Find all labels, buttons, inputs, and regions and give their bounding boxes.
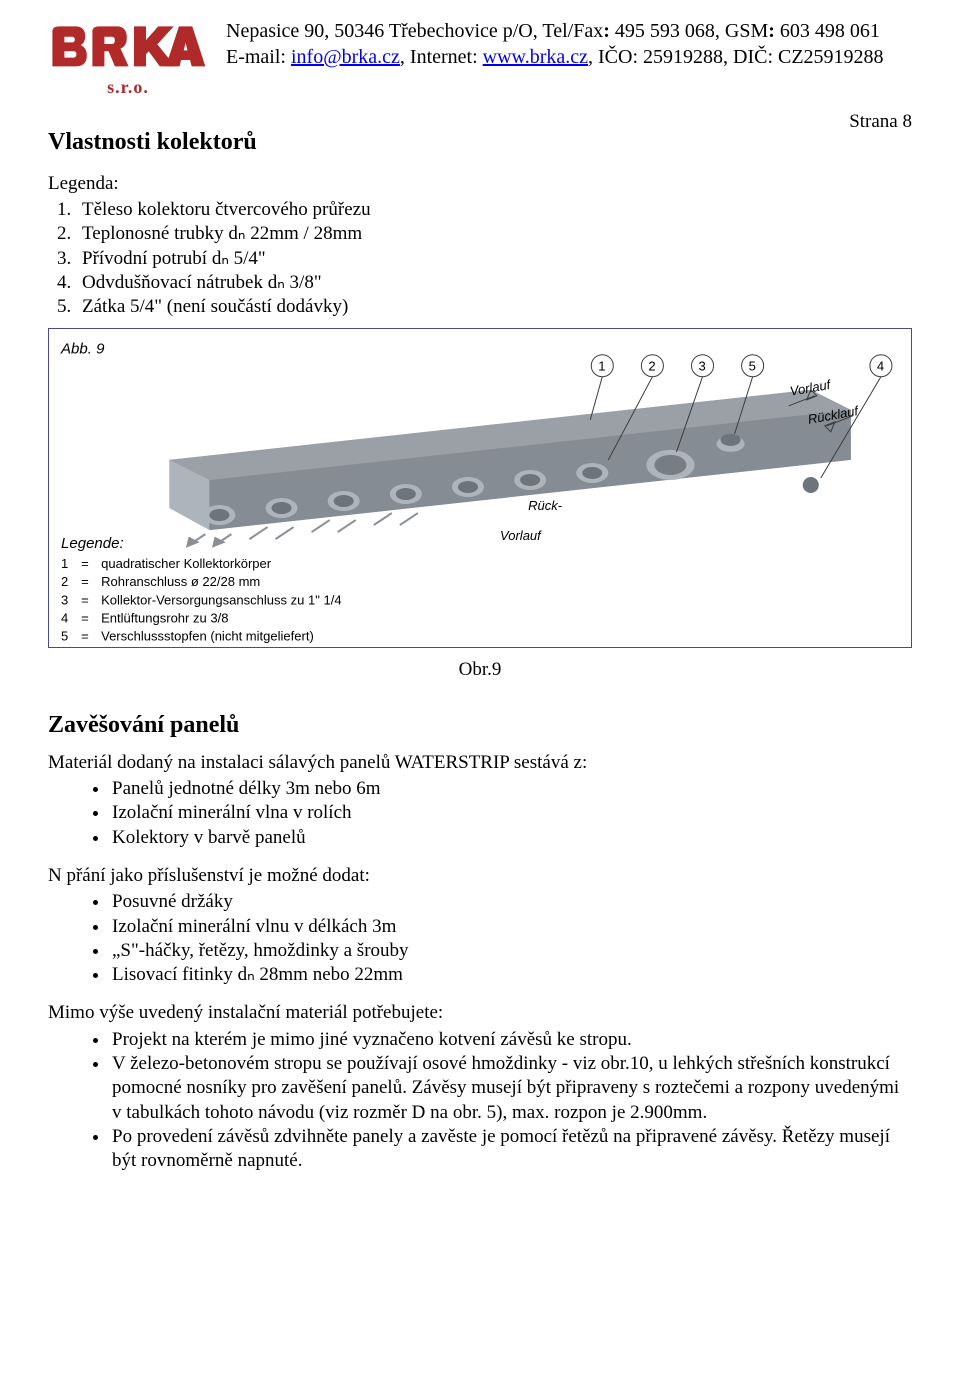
svg-text:=: = (81, 628, 89, 643)
svg-text:Entlüftungsrohr zu 3/8: Entlüftungsrohr zu 3/8 (101, 610, 228, 625)
list-item: Posuvné držáky (110, 890, 912, 914)
svg-text:4: 4 (877, 358, 884, 373)
page: s.r.o. Nepasice 90, 50346 Třebechovice p… (0, 0, 960, 1386)
letterhead: s.r.o. Nepasice 90, 50346 Třebechovice p… (48, 18, 912, 99)
contact-block: Nepasice 90, 50346 Třebechovice p/O, Tel… (226, 18, 884, 70)
logo: s.r.o. (48, 18, 208, 99)
contact-text: , Internet: (400, 46, 483, 68)
list-item: „S"-háčky, řetězy, hmoždinky a šrouby (110, 939, 912, 963)
contact-line-2: E-mail: info@brka.cz, Internet: www.brka… (226, 44, 884, 70)
list-item: Po provedení závěsů zdvihněte panely a z… (110, 1125, 912, 1174)
contact-text: 495 593 068, GSM (610, 20, 768, 42)
contact-line-1: Nepasice 90, 50346 Třebechovice p/O, Tel… (226, 18, 884, 44)
colon: : (768, 20, 775, 42)
need-intro: Mimo výše uvedený instalační materiál po… (48, 1001, 912, 1025)
svg-text:5: 5 (61, 628, 68, 643)
list-item: Projekt na kterém je mimo jiné vyznačeno… (110, 1028, 912, 1052)
logo-svg (48, 22, 208, 78)
legend-label: Legenda: (48, 172, 912, 196)
svg-text:Rück-: Rück- (528, 498, 563, 513)
svg-text:5: 5 (749, 358, 756, 373)
legend-item: Odvdušňovací nátrubek dₙ 3/8" (76, 271, 912, 295)
legend-item: Teplonosné trubky dₙ 22mm / 28mm (76, 222, 912, 246)
contact-text: 603 498 061 (775, 20, 880, 42)
contact-text: , IČO: 25919288, DIČ: CZ25919288 (588, 46, 884, 68)
optional-intro: N přání jako příslušenství je možné doda… (48, 864, 912, 888)
fig-legend-de: Legende: 1 = quadratischer Kollektorkörper… (61, 535, 342, 643)
materials-intro: Materiál dodaný na instalaci sálavých pa… (48, 751, 912, 775)
figure-caption: Obr.9 (48, 658, 912, 682)
list-item: Izolační minerální vlna v rolích (110, 801, 912, 825)
svg-text:Rohranschluss ø 22/28 mm: Rohranschluss ø 22/28 mm (101, 574, 260, 589)
list-item: Izolační minerální vlnu v délkách 3m (110, 915, 912, 939)
svg-text:3: 3 (61, 592, 68, 607)
contact-text: E-mail: (226, 46, 291, 68)
legend-item: Zátka 5/4" (není součástí dodávky) (76, 295, 912, 319)
list-item: Panelů jednotné délky 3m nebo 6m (110, 777, 912, 801)
materials-list: Panelů jednotné délky 3m nebo 6m Izolačn… (48, 777, 912, 850)
svg-text:1: 1 (598, 358, 605, 373)
svg-text:2: 2 (648, 358, 655, 373)
svg-text:Vorlauf: Vorlauf (500, 528, 542, 543)
optional-list: Posuvné držáky Izolační minerální vlnu v… (48, 890, 912, 987)
legend-item: Přívodní potrubí dₙ 5/4" (76, 247, 912, 271)
section-title-hanging: Zavěšování panelů (48, 710, 912, 741)
svg-text:=: = (81, 592, 89, 607)
svg-text:Verschlussstopfen (nicht mitge: Verschlussstopfen (nicht mitgeliefert) (101, 628, 314, 643)
page-number: Strana 8 (849, 110, 912, 134)
legend-item: Těleso kolektoru čtvercového průřezu (76, 198, 912, 222)
svg-text:3: 3 (699, 358, 706, 373)
section-title-properties: Vlastnosti kolektorů (48, 127, 912, 158)
svg-text:2: 2 (61, 574, 68, 589)
svg-text:1: 1 (61, 556, 68, 571)
svg-text:4: 4 (61, 610, 68, 625)
figure-9-svg: .lbl { font: italic 15px Arial, sans-ser… (49, 329, 911, 647)
list-item: Lisovací fitinky dₙ 28mm nebo 22mm (110, 963, 912, 987)
svg-text:=: = (81, 556, 89, 571)
list-item: V železo-betonovém stropu se používají o… (110, 1052, 912, 1125)
legend-list: Těleso kolektoru čtvercového průřezu Tep… (76, 198, 912, 320)
website-link[interactable]: www.brka.cz (483, 46, 588, 68)
list-item: Kolektory v barvě panelů (110, 826, 912, 850)
figure-9: .lbl { font: italic 15px Arial, sans-ser… (48, 328, 912, 648)
svg-text:Kollektor-Versorgungsanschluss: Kollektor-Versorgungsanschluss zu 1" 1/4 (101, 592, 341, 607)
logo-sro: s.r.o. (48, 76, 208, 99)
svg-text:Legende:: Legende: (61, 535, 124, 552)
fig-abb-label: Abb. 9 (60, 340, 105, 357)
need-list: Projekt na kterém je mimo jiné vyznačeno… (48, 1028, 912, 1174)
contact-text: Nepasice 90, 50346 Třebechovice p/O, Tel… (226, 20, 603, 42)
email-link[interactable]: info@brka.cz (291, 46, 400, 68)
svg-text:=: = (81, 574, 89, 589)
svg-text:=: = (81, 610, 89, 625)
colon: : (603, 20, 610, 42)
svg-text:quadratischer Kollektorkörper: quadratischer Kollektorkörper (101, 556, 272, 571)
collector-body (169, 389, 851, 529)
